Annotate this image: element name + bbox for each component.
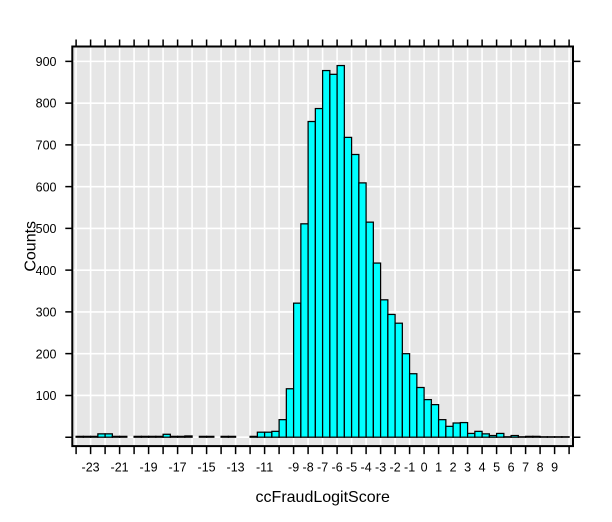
svg-text:3: 3 — [464, 461, 471, 475]
svg-text:-6: -6 — [332, 461, 343, 475]
svg-text:-2: -2 — [390, 461, 401, 475]
svg-text:ccFraudLogitScore: ccFraudLogitScore — [256, 489, 390, 506]
svg-text:800: 800 — [36, 97, 57, 111]
svg-text:200: 200 — [36, 347, 57, 361]
svg-text:9: 9 — [551, 461, 558, 475]
svg-text:-9: -9 — [288, 461, 299, 475]
svg-text:8: 8 — [537, 461, 544, 475]
svg-text:0: 0 — [421, 461, 428, 475]
svg-text:-17: -17 — [169, 461, 187, 475]
svg-text:-8: -8 — [303, 461, 314, 475]
svg-text:5: 5 — [493, 461, 500, 475]
svg-text:2: 2 — [450, 461, 457, 475]
svg-text:1: 1 — [435, 461, 442, 475]
svg-text:-13: -13 — [227, 461, 245, 475]
svg-text:Counts: Counts — [22, 221, 39, 272]
svg-text:-1: -1 — [404, 461, 415, 475]
svg-text:100: 100 — [36, 389, 57, 403]
svg-text:-3: -3 — [375, 461, 386, 475]
svg-text:300: 300 — [36, 306, 57, 320]
svg-text:-11: -11 — [256, 461, 273, 475]
svg-text:-7: -7 — [317, 461, 328, 475]
svg-text:-5: -5 — [346, 461, 357, 475]
svg-text:700: 700 — [36, 138, 57, 152]
svg-text:-15: -15 — [198, 461, 216, 475]
svg-text:-19: -19 — [140, 461, 158, 475]
svg-text:7: 7 — [522, 461, 529, 475]
svg-text:6: 6 — [508, 461, 515, 475]
svg-text:-23: -23 — [82, 461, 100, 475]
svg-text:-4: -4 — [361, 461, 372, 475]
svg-text:-21: -21 — [111, 461, 129, 475]
svg-text:4: 4 — [479, 461, 486, 475]
svg-text:600: 600 — [36, 180, 57, 194]
svg-text:900: 900 — [36, 55, 57, 69]
